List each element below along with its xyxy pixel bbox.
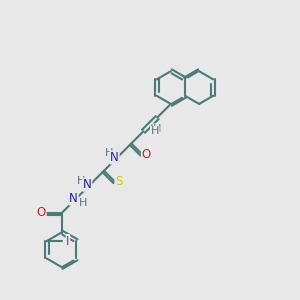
- Text: O: O: [37, 206, 46, 218]
- Text: N: N: [83, 178, 92, 191]
- Text: I: I: [66, 235, 70, 248]
- Text: O: O: [142, 148, 151, 161]
- Text: N: N: [110, 151, 119, 164]
- Text: S: S: [115, 176, 122, 188]
- Text: H: H: [104, 148, 113, 158]
- Text: H: H: [153, 124, 161, 134]
- Text: H: H: [77, 176, 86, 185]
- Text: N: N: [69, 192, 78, 205]
- Text: H: H: [151, 126, 159, 136]
- Text: H: H: [78, 198, 87, 208]
